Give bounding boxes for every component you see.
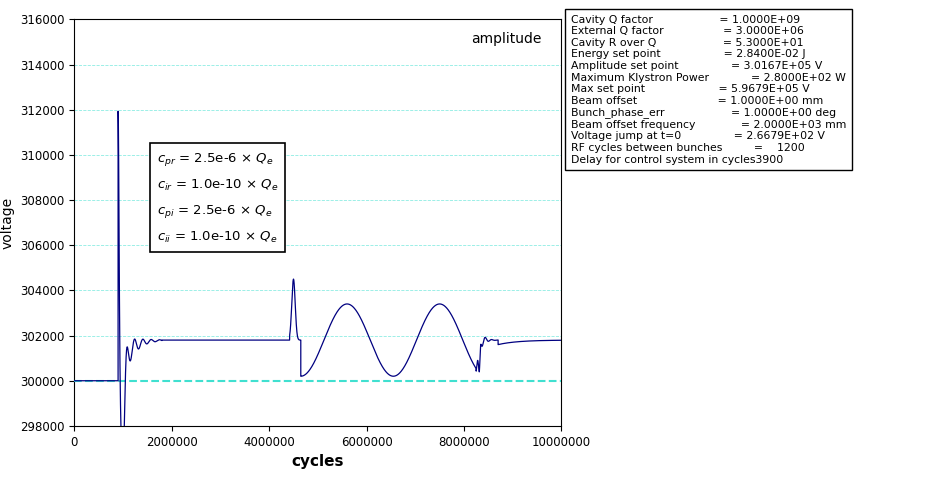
Text: Cavity Q factor                   = 1.0000E+09
External Q factor                : Cavity Q factor = 1.0000E+09 External Q …	[570, 15, 845, 165]
X-axis label: cycles: cycles	[291, 454, 344, 469]
Y-axis label: voltage: voltage	[0, 197, 15, 249]
Text: amplitude: amplitude	[471, 31, 541, 45]
Text: $c_{pr}$ = 2.5e-6 × $Q_e$
$c_{ir}$ = 1.0e-10 × $Q_e$
$c_{pi}$ = 2.5e-6 × $Q_e$
$: $c_{pr}$ = 2.5e-6 × $Q_e$ $c_{ir}$ = 1.0…	[157, 151, 278, 245]
